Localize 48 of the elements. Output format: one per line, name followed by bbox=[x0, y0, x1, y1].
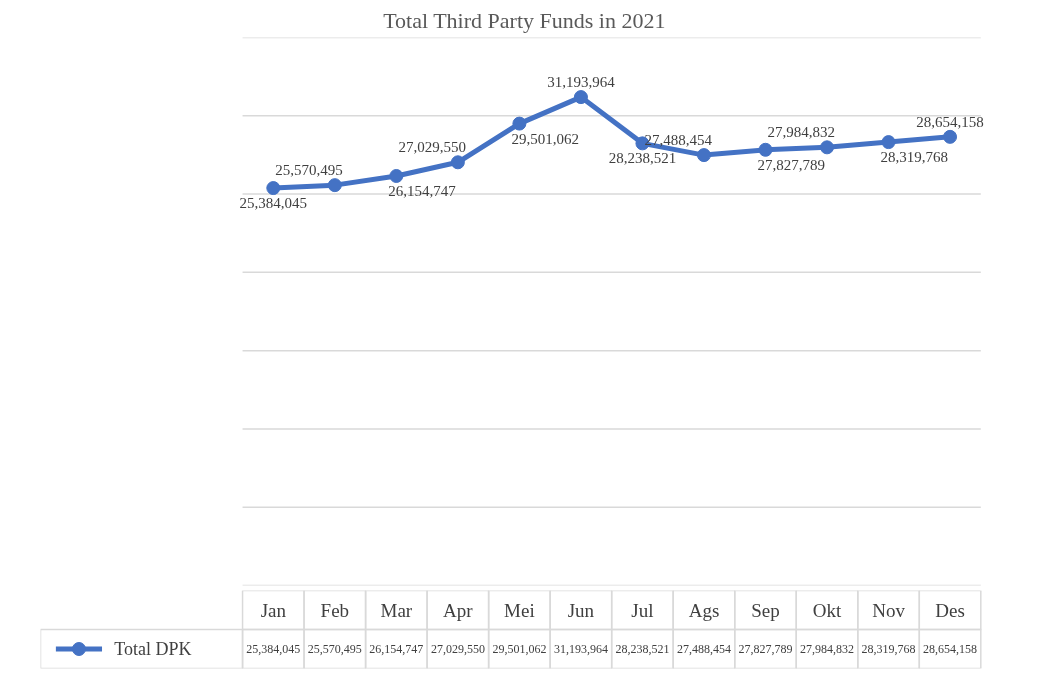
point bbox=[696, 148, 711, 163]
text: 27,029,550 bbox=[398, 139, 466, 156]
x-tick-label: Mei bbox=[504, 599, 535, 621]
x-tick-label: Nov bbox=[872, 599, 906, 621]
text: 31,193,964 bbox=[547, 74, 615, 91]
x-tick-label: Jan bbox=[260, 599, 287, 621]
legend-label: Total DPK bbox=[114, 639, 192, 659]
data-label: 28,238,521 bbox=[615, 642, 670, 656]
point bbox=[389, 169, 404, 183]
data-label: 29,501,062 bbox=[492, 642, 547, 656]
data-label: 27,029,550 bbox=[430, 642, 485, 656]
x-tick-label: Ags bbox=[688, 599, 720, 621]
point bbox=[881, 135, 896, 150]
data-label: 31,193,964 bbox=[553, 642, 608, 656]
point bbox=[573, 90, 588, 105]
text: 28,238,521 bbox=[608, 150, 677, 167]
point bbox=[512, 116, 527, 131]
x-tick-label: Mar bbox=[380, 599, 413, 621]
point bbox=[820, 140, 835, 155]
x-tick-label: Des bbox=[935, 599, 965, 621]
x-tick-label: Apr bbox=[443, 599, 474, 621]
text: 28,319,768 bbox=[880, 149, 949, 166]
chart-title: Total Third Party Funds in 2021 bbox=[383, 7, 666, 33]
point bbox=[266, 181, 281, 196]
x-tick-label: Jul bbox=[631, 599, 654, 621]
x-tick-label: Jun bbox=[567, 599, 595, 621]
point bbox=[450, 155, 465, 170]
point bbox=[327, 178, 342, 193]
text: 25,384,045 bbox=[239, 195, 308, 212]
x-tick-label: Feb bbox=[320, 599, 350, 621]
x-tick-label: Okt bbox=[812, 599, 842, 621]
x-tick-label: Sep bbox=[751, 599, 780, 621]
text: 26,154,747 bbox=[388, 182, 456, 199]
data-label: 28,654,158 bbox=[923, 642, 978, 656]
text: 27,827,789 bbox=[757, 156, 825, 173]
data-label: 27,827,789 bbox=[738, 642, 793, 656]
text: 25,570,495 bbox=[275, 162, 343, 179]
data-label: 27,984,832 bbox=[800, 642, 855, 656]
data-label: 26,154,747 bbox=[369, 642, 424, 656]
point bbox=[758, 142, 773, 157]
text: 27,984,832 bbox=[767, 124, 836, 141]
data-label: 27,488,454 bbox=[676, 642, 731, 656]
data-label: 25,384,045 bbox=[246, 642, 301, 656]
text: 29,501,062 bbox=[511, 130, 579, 147]
text: 28,654,158 bbox=[916, 113, 984, 130]
data-label: 28,319,768 bbox=[861, 642, 916, 656]
data-label: 25,570,495 bbox=[307, 642, 362, 656]
point bbox=[943, 129, 958, 144]
